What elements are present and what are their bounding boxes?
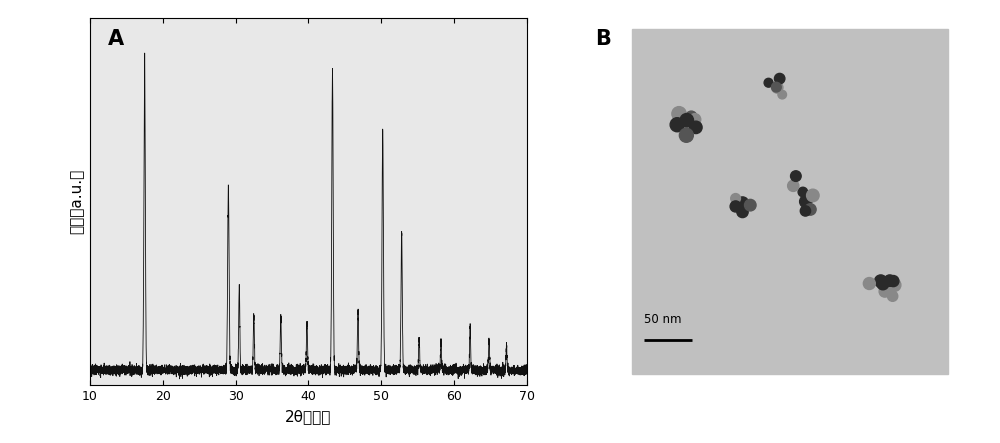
Circle shape [791, 171, 801, 181]
Circle shape [807, 189, 819, 202]
Circle shape [800, 195, 812, 208]
Circle shape [689, 114, 701, 125]
Circle shape [879, 286, 890, 297]
Circle shape [800, 206, 811, 216]
Circle shape [730, 201, 741, 212]
Circle shape [863, 277, 875, 289]
Circle shape [680, 113, 693, 127]
Text: 50 nm: 50 nm [644, 313, 682, 326]
Y-axis label: 强度（a.u.）: 强度（a.u.） [69, 169, 84, 234]
Circle shape [672, 107, 686, 121]
Circle shape [888, 276, 899, 287]
Circle shape [682, 120, 693, 131]
Circle shape [679, 128, 693, 142]
Circle shape [772, 82, 783, 93]
Circle shape [884, 275, 895, 286]
Circle shape [805, 204, 816, 215]
Circle shape [788, 180, 799, 191]
Circle shape [731, 194, 740, 203]
Circle shape [686, 111, 697, 122]
Circle shape [887, 291, 898, 301]
Bar [632, 29, 948, 374]
Circle shape [737, 197, 749, 209]
Text: B: B [595, 29, 611, 49]
Circle shape [670, 118, 684, 132]
Circle shape [875, 275, 887, 288]
Circle shape [690, 121, 702, 134]
Circle shape [778, 90, 787, 99]
Circle shape [888, 279, 901, 291]
Circle shape [737, 206, 748, 218]
Circle shape [798, 187, 808, 197]
X-axis label: 2θ（度）: 2θ（度） [285, 409, 332, 424]
Circle shape [764, 78, 773, 87]
Text: A: A [107, 29, 124, 49]
Circle shape [877, 278, 889, 290]
Circle shape [745, 199, 756, 211]
Circle shape [771, 82, 781, 92]
Circle shape [774, 74, 785, 84]
